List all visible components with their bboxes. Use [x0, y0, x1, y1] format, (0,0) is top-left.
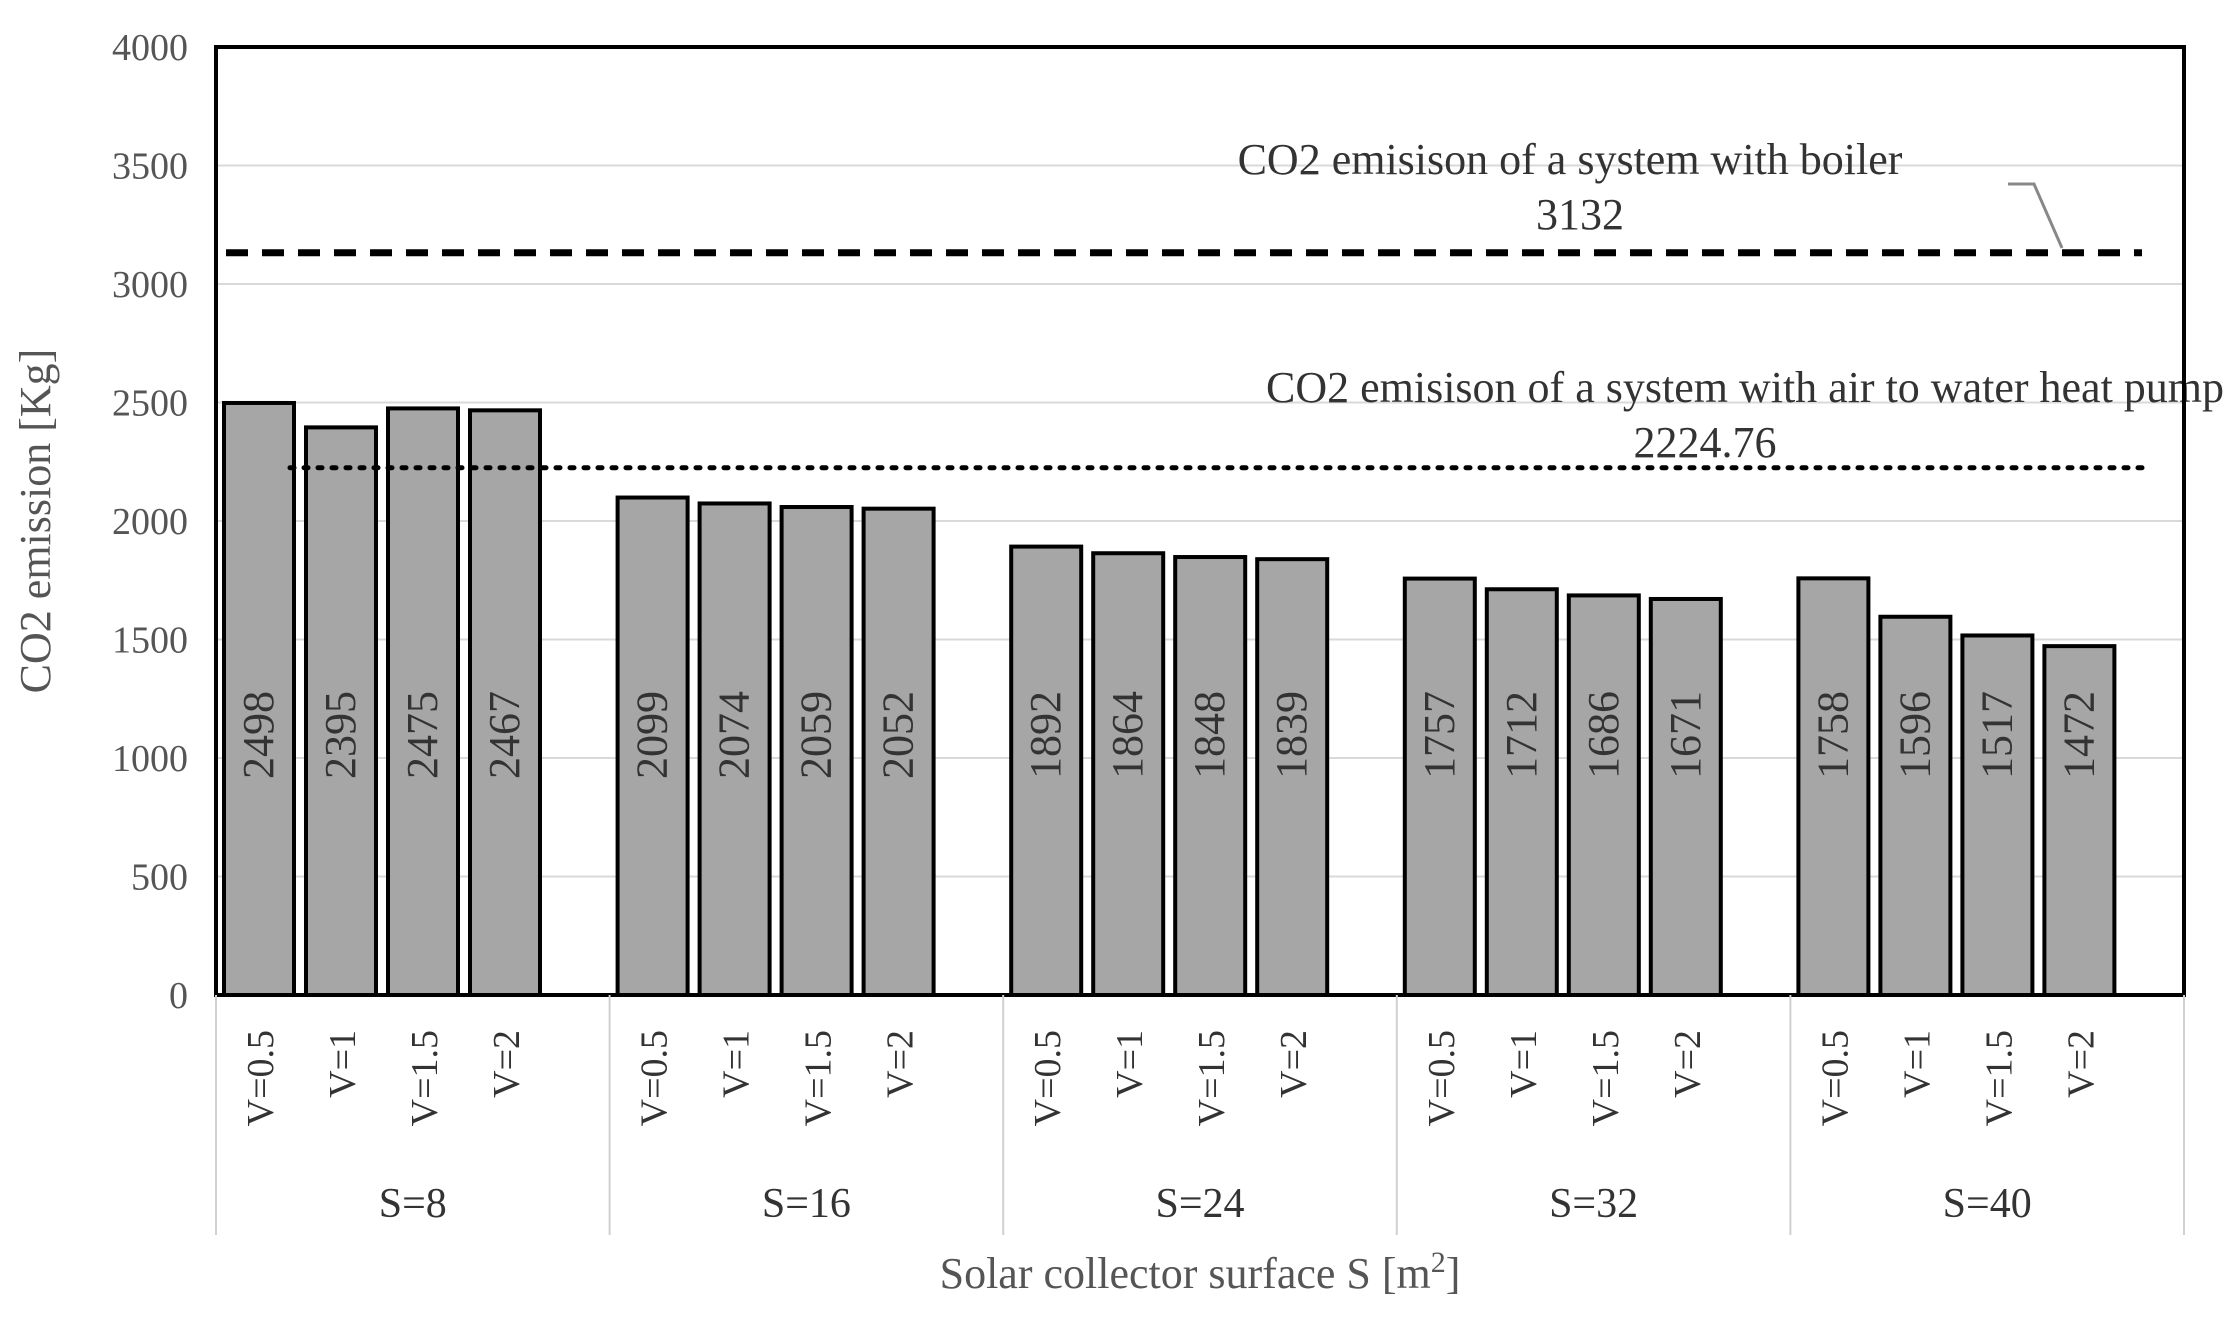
reference-label-boiler: CO2 emisison of a system with boiler: [1238, 135, 1903, 184]
data-label: 2498: [234, 691, 283, 779]
bar-S=16-V=0.5: [615, 495, 690, 997]
bar-S=16-V=2: [861, 506, 936, 997]
data-label: 2467: [480, 691, 529, 779]
data-label: 1712: [1497, 691, 1546, 779]
y-tick-label: 3000: [112, 264, 188, 306]
bar-S=32-V=1: [1484, 587, 1559, 997]
bar-S=16-V=1: [697, 501, 772, 997]
reference-label-heat-pump: CO2 emisison of a system with air to wat…: [1266, 363, 2224, 412]
bar-S=8-V=1: [304, 425, 378, 997]
x-tick-label: V=1: [1503, 1030, 1545, 1098]
data-label: 1517: [1972, 691, 2021, 779]
x-tick-label: V=0.5: [1814, 1030, 1856, 1126]
group-label: S=16: [762, 1181, 851, 1227]
x-tick-label: V=1: [716, 1030, 758, 1098]
x-tick-label: V=1.5: [404, 1030, 446, 1126]
bar-S=8-V=1.5: [386, 406, 460, 997]
y-tick-label: 500: [131, 857, 188, 899]
x-axis-title-end: ]: [1446, 1249, 1461, 1298]
y-tick-label: 3500: [112, 146, 188, 188]
bars: 2498 2395 2475 2467 2099 2074 2059 2052 1892 1864…: [222, 400, 2117, 998]
data-label: 2074: [710, 691, 759, 779]
x-tick-label: V=0.5: [634, 1030, 676, 1126]
y-tick-label: 0: [169, 975, 188, 1017]
x-tick-label: V=2: [880, 1030, 922, 1098]
data-label: 1758: [1808, 691, 1857, 779]
x-axis-title: Solar collector surface S [m2]: [940, 1246, 1461, 1298]
data-label: 1686: [1579, 691, 1628, 779]
data-label: 1839: [1267, 691, 1316, 779]
data-label: 1757: [1415, 691, 1464, 779]
x-tick-label: V=2: [2060, 1030, 2102, 1098]
reference-leader-line: [2008, 182, 2064, 249]
data-label: 1864: [1103, 691, 1152, 779]
plot-frame: [214, 45, 2186, 997]
x-tick-label: V=0.5: [1027, 1030, 1069, 1126]
bar-S=24-V=1: [1091, 551, 1166, 997]
bar-S=24-V=1.5: [1173, 555, 1248, 997]
group-label: S=24: [1155, 1181, 1244, 1227]
y-tick-label: 1500: [112, 620, 188, 662]
y-axis-ticks: 0 500 1000 1500 2000 2500 3000 3500 4000: [112, 27, 188, 1017]
x-tick-label: V=1: [1109, 1030, 1151, 1098]
x-tick-label: V=0.5: [1421, 1030, 1463, 1126]
data-label: 1596: [1890, 691, 1939, 779]
data-label: 2395: [316, 691, 365, 779]
x-tick-label: V=1: [1896, 1030, 1938, 1098]
data-label: 2052: [874, 691, 923, 779]
bar-S=32-V=2: [1648, 596, 1723, 998]
x-tick-label: V=2: [1667, 1030, 1709, 1098]
bar-S=40-V=1: [1878, 614, 1953, 997]
x-tick-label: V=1.5: [798, 1030, 840, 1126]
x-tick-label: V=2: [486, 1030, 528, 1098]
data-label: 1472: [2054, 691, 2103, 779]
x-tick-label: V=1.5: [1978, 1030, 2020, 1126]
data-label: 1848: [1185, 691, 1234, 779]
y-tick-label: 2000: [112, 501, 188, 543]
data-label: 1892: [1021, 691, 1070, 779]
bar-S=40-V=0.5: [1796, 576, 1871, 997]
bar-S=16-V=1.5: [779, 505, 854, 997]
y-axis-title: CO2 emission [Kg]: [11, 349, 60, 694]
x-tick-label: V=2: [1273, 1030, 1315, 1098]
x-tick-label: V=1: [322, 1030, 364, 1098]
data-label: 1671: [1661, 691, 1710, 779]
x-axis-title-sup: 2: [1431, 1246, 1446, 1279]
x-axis-title-text: Solar collector surface S [m: [940, 1249, 1431, 1298]
group-label: S=8: [379, 1181, 447, 1227]
y-tick-label: 1000: [112, 738, 188, 780]
group-label: S=32: [1549, 1181, 1638, 1227]
data-label: 2475: [398, 691, 447, 779]
reference-lines: CO2 emisison of a system with boiler 3132…: [226, 135, 2224, 471]
bar-S=32-V=1.5: [1566, 593, 1641, 998]
data-label: 2059: [792, 691, 841, 779]
reference-value-boiler: 3132: [1536, 190, 1624, 239]
reference-value-heat-pump: 2224.76: [1634, 418, 1777, 467]
data-label: 2099: [628, 691, 677, 779]
bar-S=32-V=0.5: [1402, 576, 1477, 997]
bar-S=40-V=1.5: [1960, 633, 2035, 997]
x-tick-label: V=1.5: [1191, 1030, 1233, 1126]
bar-S=24-V=2: [1255, 557, 1330, 997]
y-tick-label: 4000: [112, 27, 188, 69]
x-axis-categories: V=0.5 V=1 V=1.5 V=2 S=8 V=0.5 V=1 V=1.5 V=2 S=16 V…: [215, 995, 2185, 1235]
group-label: S=40: [1943, 1181, 2032, 1227]
x-tick-label: V=1.5: [1585, 1030, 1627, 1126]
y-tick-label: 2500: [112, 383, 188, 425]
x-tick-label: V=0.5: [240, 1030, 282, 1126]
